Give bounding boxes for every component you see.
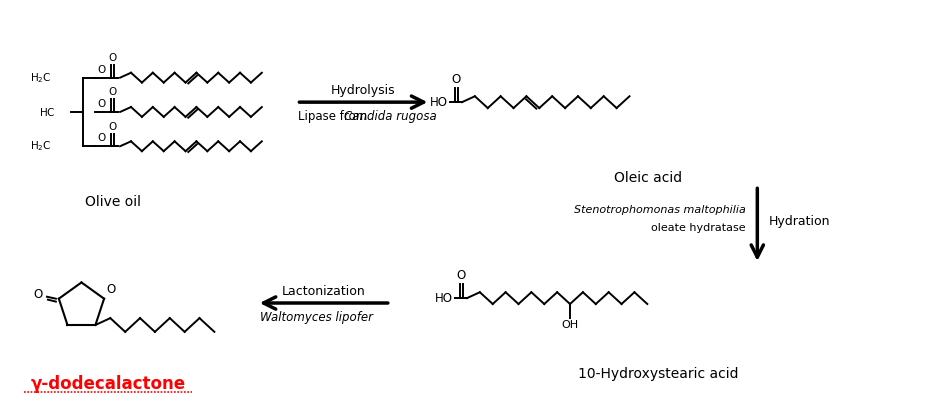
Text: O: O: [451, 74, 461, 86]
Text: $\mathregular{H_2C}$: $\mathregular{H_2C}$: [31, 71, 52, 85]
Text: O: O: [97, 99, 105, 109]
Text: Stenotrophomonas maltophilia: Stenotrophomonas maltophilia: [574, 205, 746, 215]
Text: Lipase from: Lipase from: [298, 110, 371, 123]
Text: Candida rugosa: Candida rugosa: [344, 110, 437, 123]
Text: Lactonization: Lactonization: [281, 285, 365, 298]
Text: HO: HO: [430, 96, 448, 109]
Text: O: O: [33, 288, 43, 301]
Text: $\mathregular{HC}$: $\mathregular{HC}$: [39, 106, 56, 118]
Text: 10-Hydroxystearic acid: 10-Hydroxystearic acid: [578, 367, 738, 381]
Text: O: O: [106, 283, 116, 296]
Text: Oleic acid: Oleic acid: [614, 171, 683, 185]
Text: γ-dodecalactone: γ-dodecalactone: [31, 375, 186, 392]
Text: OH: OH: [561, 320, 578, 330]
Text: Hydrolysis: Hydrolysis: [330, 84, 395, 97]
Text: Waltomyces lipofer: Waltomyces lipofer: [260, 311, 373, 324]
Text: oleate hydratase: oleate hydratase: [651, 223, 746, 233]
Text: Hydration: Hydration: [770, 215, 831, 228]
Text: O: O: [108, 87, 117, 97]
Text: $\mathregular{H_2C}$: $\mathregular{H_2C}$: [31, 139, 52, 153]
Text: O: O: [108, 53, 117, 63]
Text: HO: HO: [435, 292, 453, 305]
Text: O: O: [97, 133, 105, 143]
Text: O: O: [97, 65, 105, 75]
Text: Olive oil: Olive oil: [85, 195, 142, 209]
Text: O: O: [108, 121, 117, 132]
Text: O: O: [456, 269, 465, 282]
